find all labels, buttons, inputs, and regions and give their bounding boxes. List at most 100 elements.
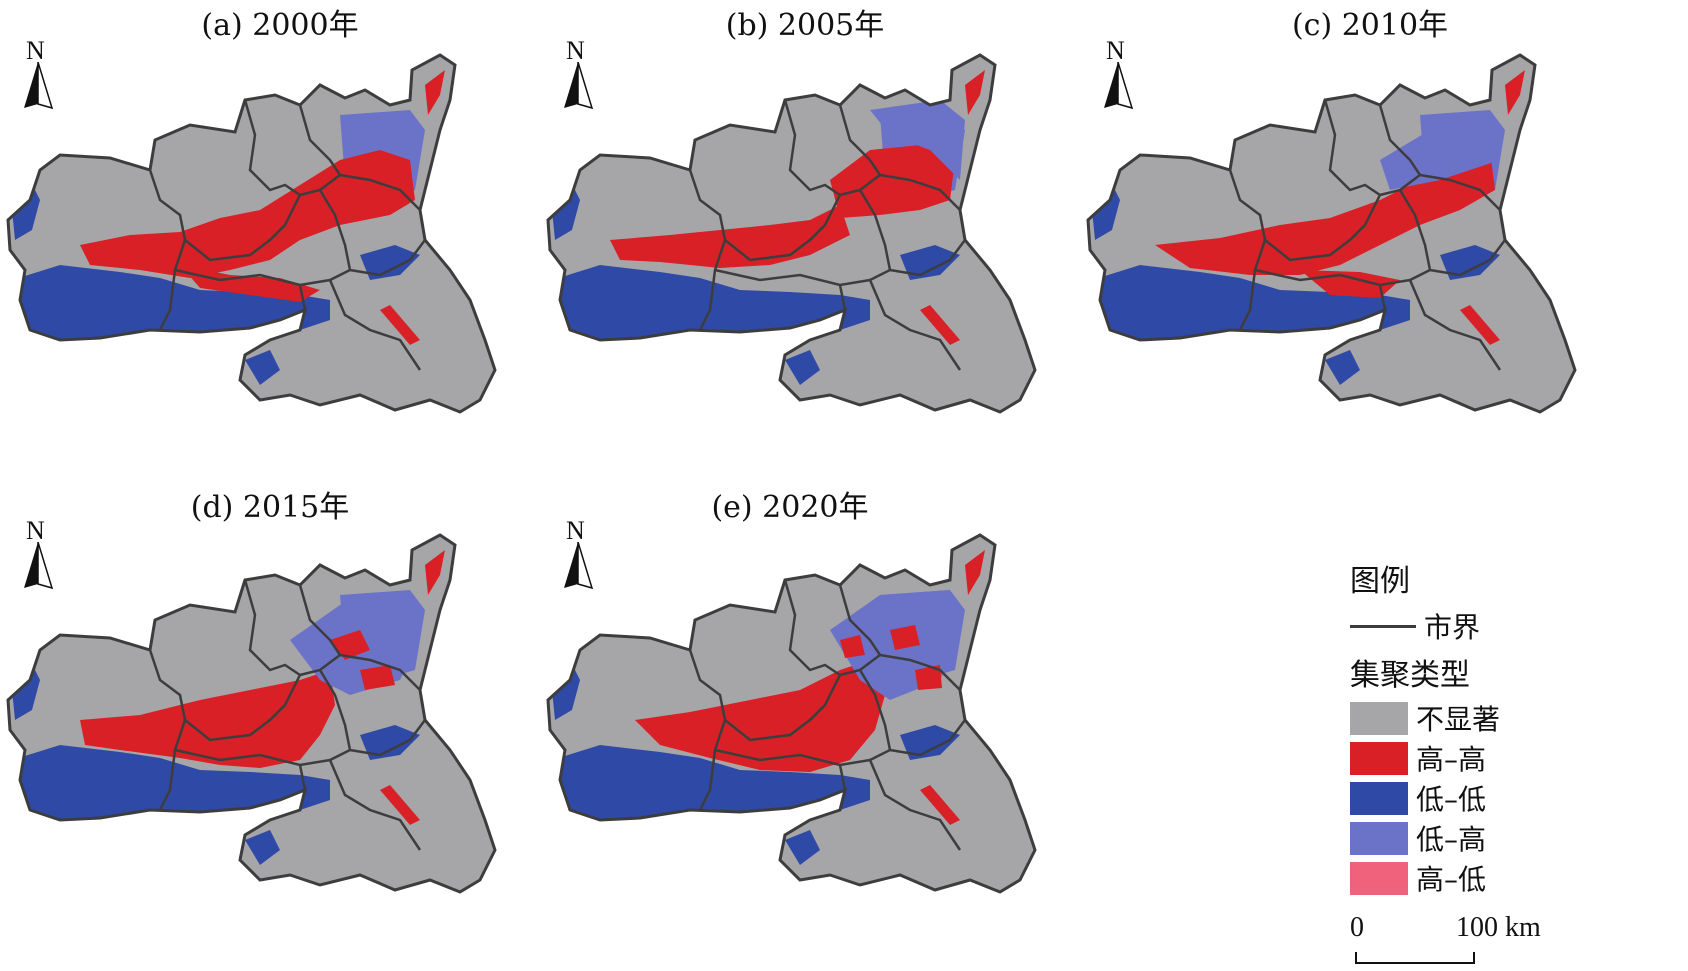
panel-title: (e) 2020年	[711, 490, 869, 525]
north-label: N	[566, 516, 585, 545]
cluster-patch	[330, 630, 370, 660]
swatch-low-low	[1350, 781, 1408, 815]
study-area-map	[6, 53, 497, 414]
city-boundary-outer	[6, 53, 497, 414]
cluster-patch	[425, 550, 445, 595]
north-arrow-icon	[564, 542, 594, 590]
panel-title: (b) 2005年	[725, 8, 885, 43]
city-boundary	[1378, 284, 1387, 311]
city-boundary	[339, 653, 421, 691]
north-arrow-icon	[564, 62, 594, 110]
city-boundary	[1254, 268, 1431, 287]
cluster-patch	[425, 70, 445, 115]
city-boundary	[1419, 173, 1501, 211]
north-label: N	[26, 36, 45, 65]
study-area-map	[6, 533, 497, 894]
cluster-patch	[830, 145, 955, 218]
cluster-patch	[900, 245, 960, 280]
cluster-patch	[1505, 70, 1525, 115]
cluster-patch	[1460, 305, 1500, 345]
city-boundary-outer	[1086, 53, 1577, 414]
legend-label: 高–高	[1416, 743, 1487, 776]
city-boundary	[1323, 99, 1381, 197]
study-area-map	[1086, 53, 1577, 414]
city-boundary	[783, 579, 841, 677]
city-boundary	[339, 173, 421, 211]
panel-title: (c) 2010年	[1291, 8, 1449, 43]
boundary-line-symbol	[1350, 624, 1416, 628]
study-area-map	[546, 53, 1037, 414]
city-boundary	[1408, 279, 1502, 371]
panel-title: (a) 2000年	[201, 8, 359, 43]
legend-item: 低–高	[1350, 818, 1670, 858]
study-area-map	[546, 533, 1037, 894]
cluster-patch	[920, 785, 960, 825]
north-label: N	[566, 36, 585, 65]
cluster-patch	[965, 70, 985, 115]
city-boundary	[328, 759, 422, 851]
legend-item: 不显著	[1350, 698, 1670, 738]
legend: 图例 市界 集聚类型 不显著 高–高 低–低 低–高 高–低	[1350, 556, 1670, 898]
cluster-patch	[840, 635, 865, 658]
cluster-patch	[360, 245, 420, 280]
boundary-label: 市界	[1424, 611, 1481, 644]
city-boundary-outer	[546, 533, 1037, 894]
swatch-high-low	[1350, 861, 1408, 895]
city-boundary-outer	[6, 533, 497, 894]
city-boundary	[243, 99, 301, 197]
city-boundary	[868, 759, 962, 851]
city-boundary	[783, 99, 841, 197]
north-arrow-icon	[24, 542, 54, 590]
city-boundary	[868, 279, 962, 371]
cluster-patch	[360, 665, 395, 690]
scale-start-label: 0	[1350, 912, 1364, 943]
north-label: N	[1106, 36, 1125, 65]
cluster-patch	[635, 660, 885, 772]
swatch-low-high	[1350, 821, 1408, 855]
legend-item: 高–高	[1350, 738, 1670, 778]
city-boundary	[184, 104, 342, 262]
legend-label: 低–低	[1416, 783, 1487, 816]
cluster-patch	[920, 305, 960, 345]
city-boundary	[328, 279, 422, 371]
city-boundary	[724, 584, 882, 742]
cluster-heading: 集聚类型	[1350, 658, 1470, 693]
legend-title: 图例	[1350, 564, 1410, 599]
city-boundary	[243, 579, 301, 677]
cluster-patch	[965, 550, 985, 595]
cluster-patch	[245, 350, 280, 385]
city-boundary	[838, 764, 847, 791]
legend-label: 高–低	[1416, 863, 1487, 896]
city-boundary	[174, 748, 351, 767]
cluster-patch	[80, 670, 335, 768]
cluster-patch	[785, 830, 820, 865]
legend-label: 低–高	[1416, 823, 1487, 856]
cluster-patch	[785, 350, 820, 385]
cluster-patch	[1380, 120, 1500, 190]
scale-bar-line	[1355, 952, 1475, 964]
cluster-patch	[1155, 150, 1495, 275]
city-boundary	[714, 268, 891, 287]
cluster-patch	[245, 830, 280, 865]
legend-item: 高–低	[1350, 858, 1670, 898]
cluster-patch	[610, 205, 850, 268]
cluster-patch	[1440, 245, 1500, 280]
swatch-high-high	[1350, 741, 1408, 775]
city-boundary	[298, 764, 307, 791]
scale-bar: 0 100 km	[1350, 912, 1550, 964]
north-arrow-icon	[24, 62, 54, 110]
swatch-not-significant	[1350, 701, 1408, 735]
scale-end-label: 100 km	[1456, 912, 1541, 943]
city-boundary	[184, 584, 342, 742]
cluster-patch	[900, 725, 960, 760]
cluster-patch	[915, 665, 942, 690]
cluster-patch	[890, 625, 920, 650]
legend-boundary-row: 市界	[1350, 606, 1670, 646]
city-boundary-outer	[546, 53, 1037, 414]
cluster-patch	[360, 725, 420, 760]
legend-label: 不显著	[1416, 703, 1501, 736]
cluster-patch	[870, 100, 965, 180]
city-boundary	[838, 284, 847, 311]
city-boundary	[879, 173, 961, 211]
cluster-patch	[380, 305, 420, 345]
